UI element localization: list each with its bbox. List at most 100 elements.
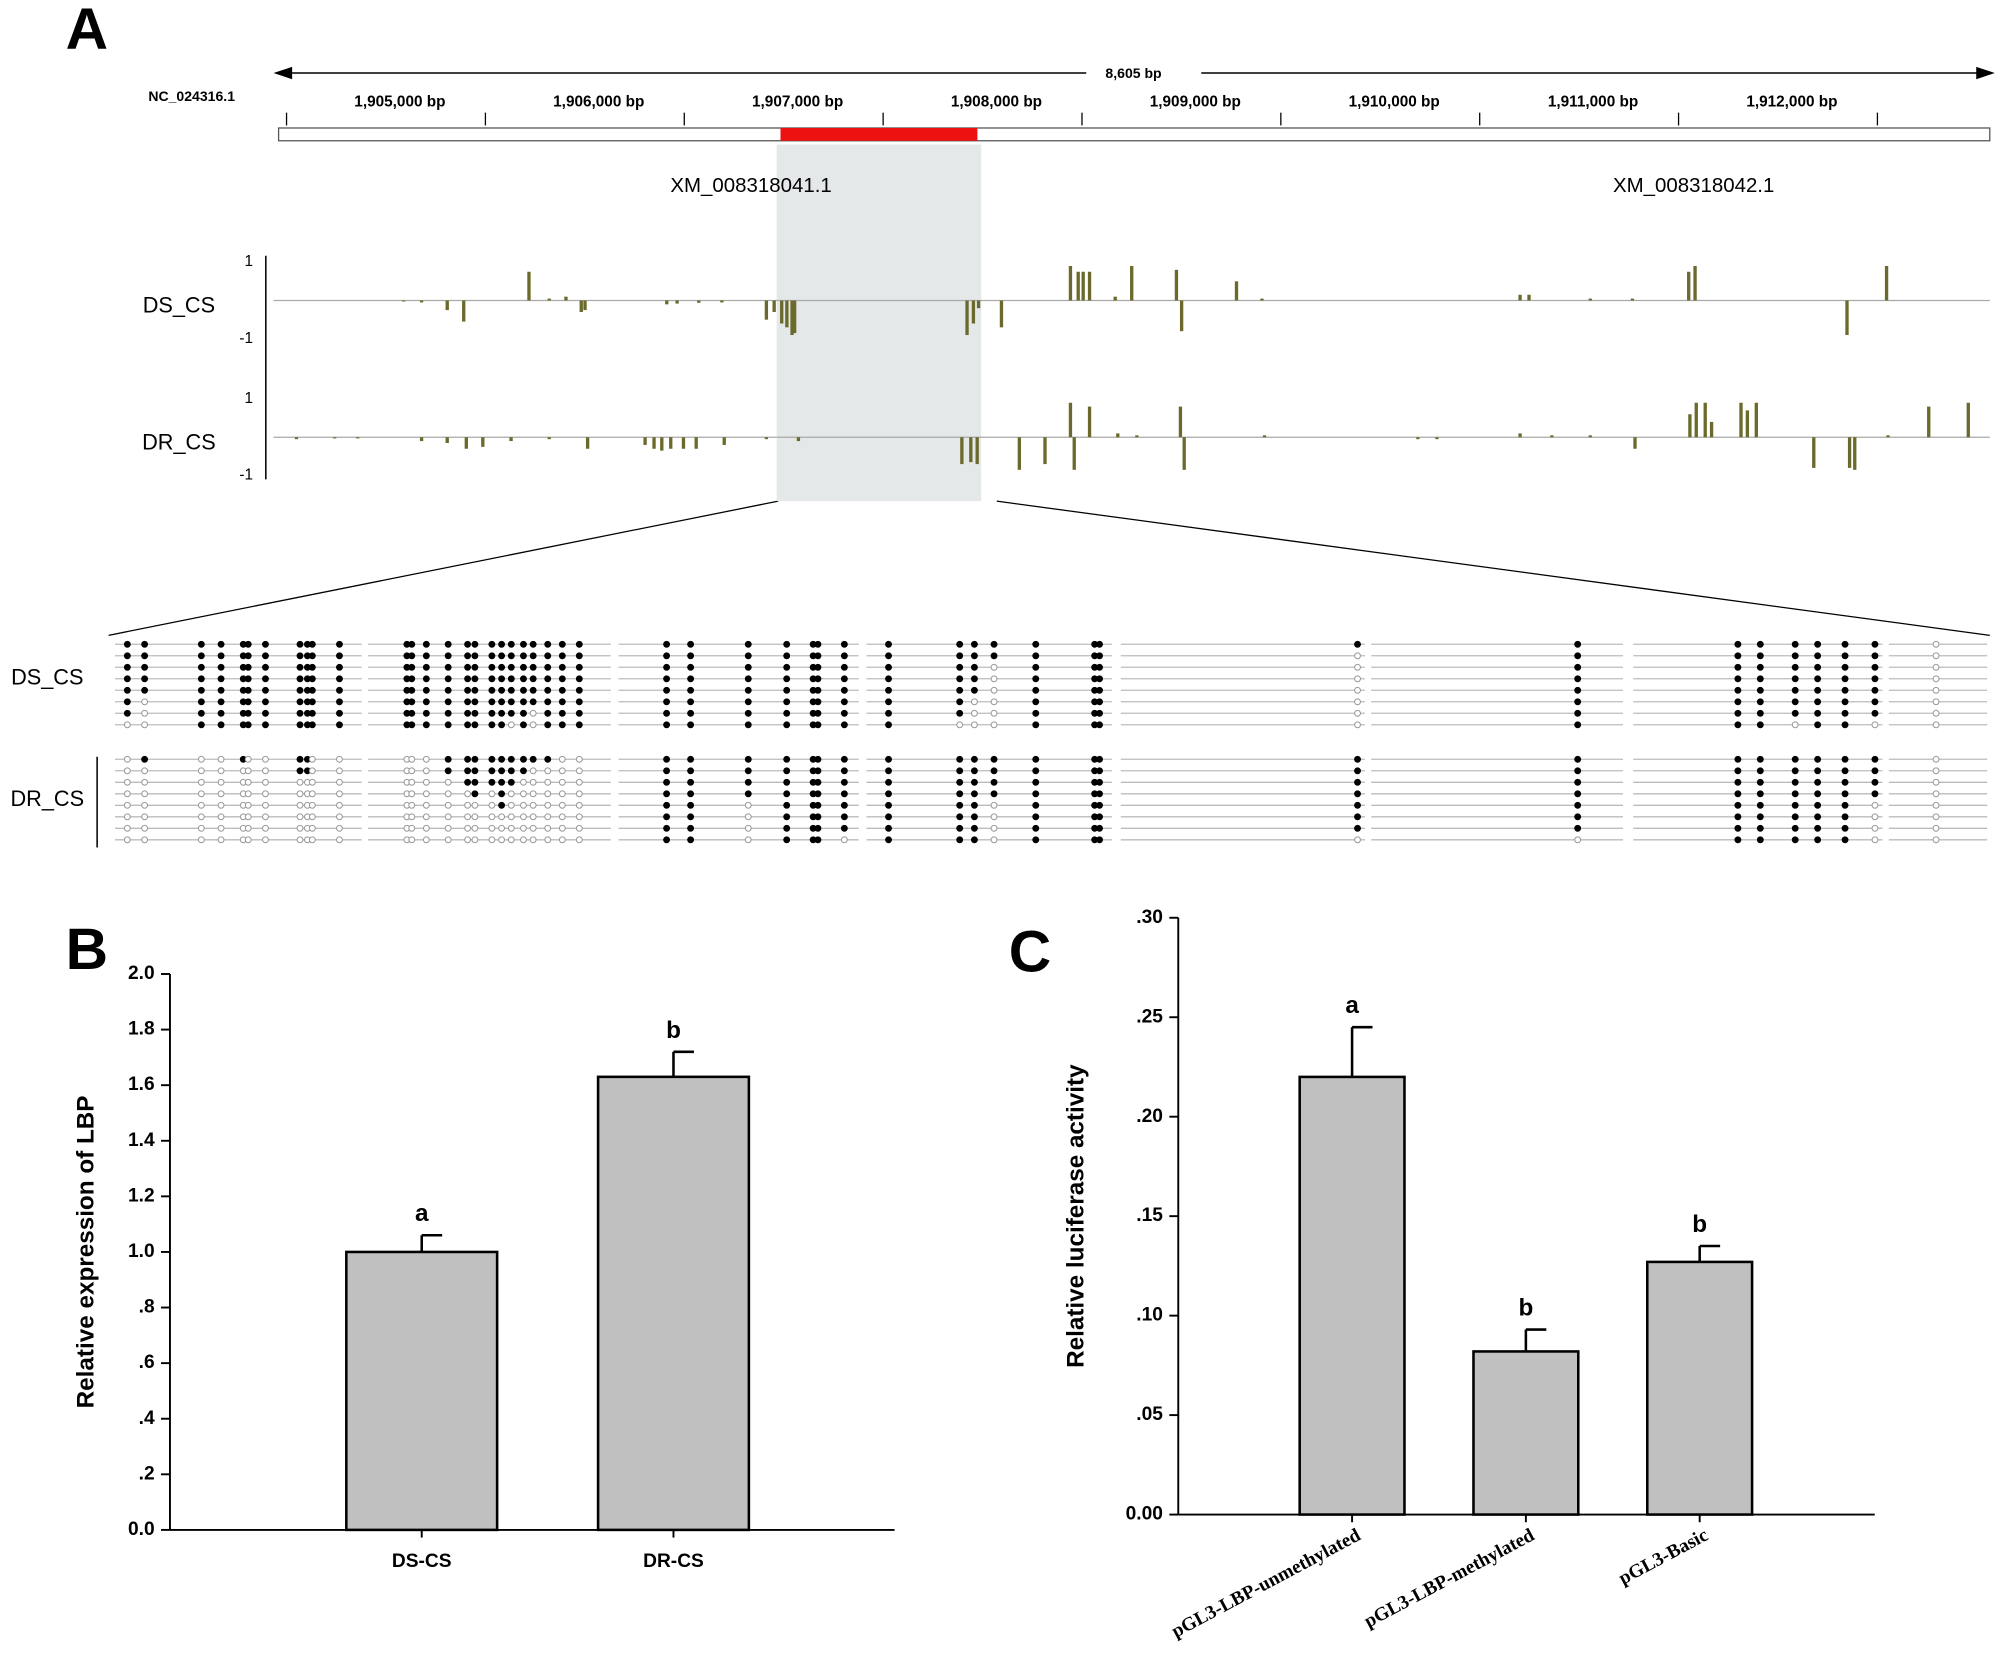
cpg-site [1032,790,1040,798]
cpg-site [663,790,671,798]
cpg-site [471,778,479,786]
cpg-site [1574,640,1582,648]
cpg-site [544,836,552,844]
cpg-site [507,778,515,786]
cpg-site [575,640,583,648]
cpg-site [558,778,566,786]
cpg-site [529,836,537,844]
cpg-site [507,721,515,729]
signal-bar [527,271,531,301]
cpg-site [498,767,506,775]
cpg-site [783,790,791,798]
signal-bar [969,437,973,463]
gene-label: XM_008318041.1 [670,174,831,197]
cpg-site [217,652,225,660]
cpg-site [444,709,452,717]
cpg-site [217,755,225,763]
cpg-site [1756,640,1764,648]
signal-bar [1633,437,1637,449]
cpg-site [1841,721,1849,729]
cpg-site [244,813,252,821]
cpg-site [956,824,964,832]
signal-bar [462,300,466,322]
cpg-site [1814,836,1822,844]
cpg-site [422,813,430,821]
cpg-site [422,640,430,648]
signal-bar [660,437,664,451]
signal-bar [402,300,406,302]
cpg-site [336,698,343,706]
cpg-site [1756,675,1764,683]
signal-bar [445,300,449,311]
cpg-site [1814,675,1822,683]
cpg-site [217,813,225,821]
cpg-site [408,755,416,763]
cpg-site [544,790,552,798]
cpg-site [744,801,752,809]
signal-bar [772,300,776,313]
cpg-site [296,824,304,832]
cpg-site [141,790,149,798]
cpg-site [1096,663,1104,671]
cpg-site [262,652,269,660]
signal-bar [675,300,679,304]
zoom-line [996,500,1990,636]
cpg-site [217,640,225,648]
cpg-site [783,801,791,809]
cpg-site [123,675,131,683]
cpg-site [464,663,472,671]
cpg-site [1354,836,1361,844]
cpg-site [744,652,752,660]
cpg-site [464,836,472,844]
cpg-site [520,663,527,671]
signal-bar [764,437,769,440]
cpg-site [1354,721,1361,729]
cpg-site [262,675,269,683]
cpg-site [529,675,537,683]
cpg-site [141,675,149,683]
y-tick-label: 1.4 [128,1130,155,1151]
cpg-site [336,790,343,798]
drawing-layer: 1,905,000 bp 1,906,000 bp 1,907,000 bp 1,90… [10,93,1991,1642]
cpg-site [498,675,506,683]
cpg-site [262,778,269,786]
cpg-site [520,824,527,832]
cpg-site [197,709,205,717]
cpg-site [663,698,671,706]
cpg-site [422,663,430,671]
cpg-site [956,686,964,694]
cpg-site [217,767,225,775]
cpg-site [1791,686,1799,694]
x-tick-label: 1,909,000 bp [1150,93,1241,110]
signal-bar [720,300,724,303]
cpg-site [814,675,822,683]
arrow-head [273,66,293,80]
cpg-site [1574,790,1582,798]
span-label: 8,605 bp [1105,65,1161,81]
cpg-site [744,767,752,775]
significance-letter: a [1345,992,1359,1019]
cpg-site [471,721,479,729]
signal-bar [975,437,979,465]
cpg-site [123,813,131,821]
cpg-site [244,640,252,648]
cpg-site [783,640,791,648]
cpg-site [970,836,978,844]
cpg-site [885,721,892,729]
signal-bar [796,437,801,442]
cpg-site [507,698,515,706]
y-tick-label: .20 [1136,1106,1163,1127]
cpg-site [1814,652,1822,660]
signal-bar [1927,406,1931,438]
cpg-site [1574,767,1582,775]
bar [345,1250,499,1532]
cpg-site [123,767,131,775]
cpg-site [520,652,527,660]
cpg-site [296,709,304,717]
signal-bar [333,437,337,439]
signal-bar [1588,435,1592,438]
cpg-site [336,813,343,821]
cpg-site [956,778,964,786]
cpg-site [1354,640,1361,648]
cpg-site [558,675,566,683]
